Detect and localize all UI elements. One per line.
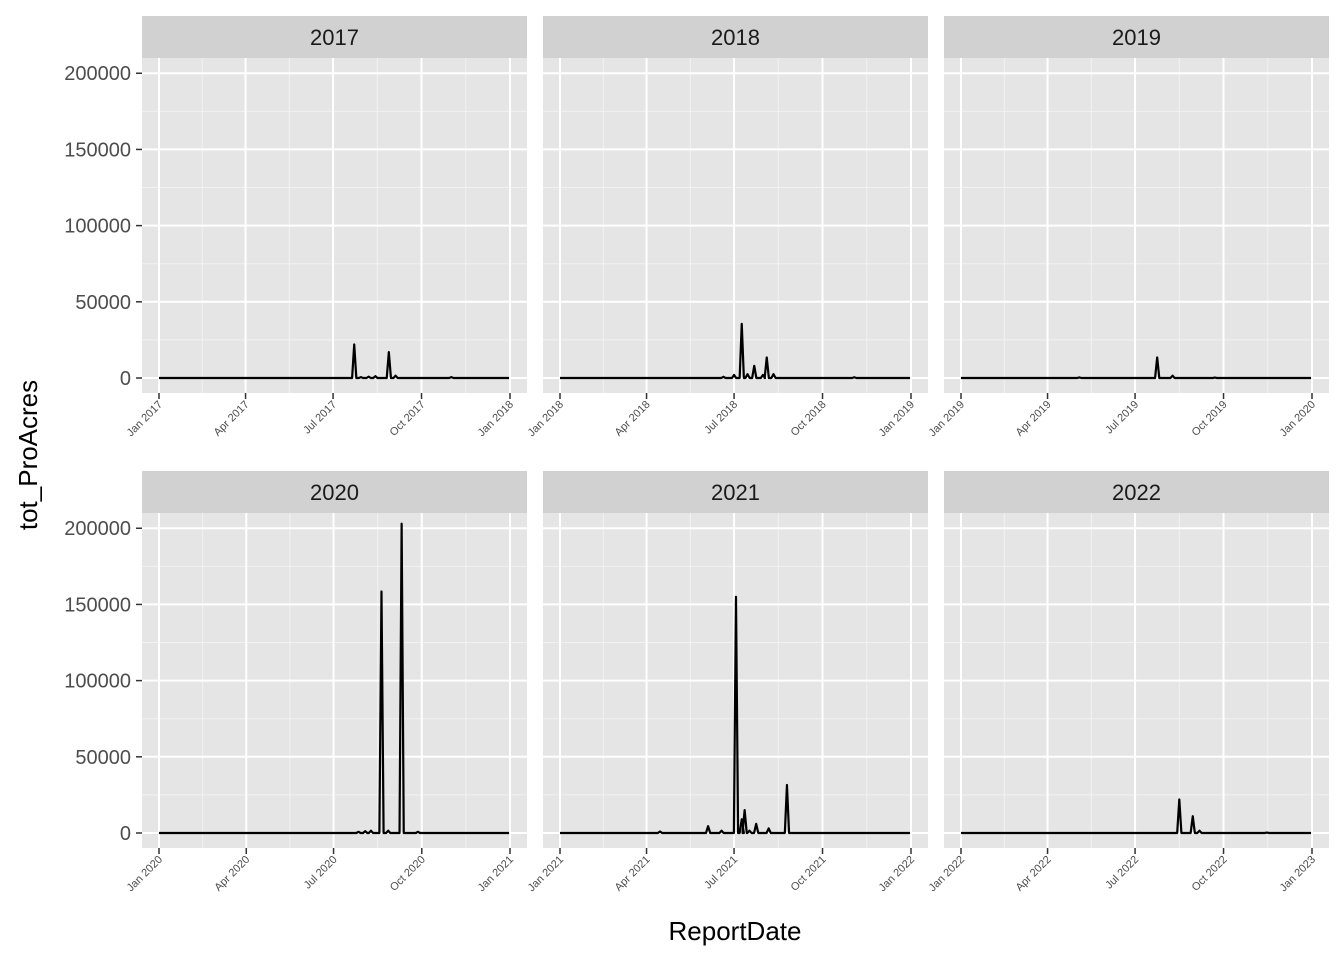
x-tick-label: Jan 2018: [526, 399, 566, 439]
facet-panel-2020: 2020 0 50000 100000 150000 200000 Jan 2020 Apr …: [64, 471, 527, 894]
x-tick-label: Jan 2020: [125, 854, 165, 894]
facet-strip: [142, 471, 527, 513]
facet-panel-2021: 2021 Jan 2021 Apr 2021 Jul 2021 Oct 2021 Jan …: [526, 471, 928, 894]
x-tick-label: Jan 2022: [877, 854, 917, 894]
x-tick-label: Jul 2022: [1103, 854, 1141, 892]
x-tick-label: Apr 2021: [613, 854, 653, 894]
x-tick-label: Jan 2020: [1278, 399, 1318, 439]
x-axis-title: ReportDate: [669, 916, 802, 946]
facet-panel-2017: 2017 0 50000 100000 150000 200000 Jan 2017 Apr …: [64, 16, 527, 439]
series-line: [560, 322, 911, 380]
x-tick-label: Jan 2019: [877, 399, 917, 439]
series-line: [961, 356, 1312, 380]
x-tick-label: Apr 2019: [1014, 399, 1054, 439]
x-tick-label: Jul 2019: [1103, 399, 1141, 437]
facet-strip-label: 2021: [711, 480, 760, 505]
x-tick-label: Oct 2019: [1190, 399, 1230, 439]
y-axis-title: tot_ProAcres: [13, 380, 43, 530]
x-tick-label: Jan 2019: [927, 399, 967, 439]
x-tick-label: Jan 2021: [526, 854, 566, 894]
x-tick-label: Oct 2020: [388, 854, 428, 894]
y-tick-label: 100000: [64, 216, 131, 238]
series-line: [961, 798, 1312, 835]
facet-strip-label: 2018: [711, 25, 760, 50]
x-tick-label: Apr 2020: [212, 854, 252, 894]
x-tick-label: Jul 2017: [301, 399, 339, 437]
facet-strip-label: 2017: [310, 25, 359, 50]
x-tick-label: Oct 2022: [1190, 854, 1230, 894]
facet-strip: [543, 471, 928, 513]
facet-strip: [543, 16, 928, 58]
series-line: [159, 343, 510, 380]
x-tick-label: Jul 2021: [702, 854, 740, 892]
x-tick-label: Oct 2018: [789, 399, 829, 439]
facet-strip: [944, 16, 1329, 58]
y-tick-label: 150000: [64, 139, 131, 161]
facet-panel-2018: 2018 Jan 2018 Apr 2018 Jul 2018 Oct 2018 Jan …: [526, 16, 928, 439]
y-tick-label: 0: [120, 823, 131, 845]
series-line: [159, 522, 510, 835]
x-tick-label: Jan 2018: [476, 399, 516, 439]
x-tick-label: Jan 2021: [476, 854, 516, 894]
facet-panel-2022: 2022 Jan 2022 Apr 2022 Jul 2022 Oct 2022 Jan …: [927, 471, 1329, 894]
x-tick-label: Apr 2017: [212, 399, 252, 439]
x-tick-label: Apr 2018: [613, 399, 653, 439]
y-tick-label: 100000: [64, 671, 131, 693]
y-tick-label: 0: [120, 368, 131, 390]
facet-panel-2019: 2019 Jan 2019 Apr 2019 Jul 2019 Oct 2019 Jan …: [927, 16, 1329, 439]
x-tick-label: Jan 2022: [927, 854, 967, 894]
x-tick-label: Jan 2023: [1278, 854, 1318, 894]
y-tick-label: 50000: [75, 292, 131, 314]
facet-strip-label: 2022: [1112, 480, 1161, 505]
series-line: [560, 595, 911, 835]
x-tick-label: Jan 2017: [125, 399, 165, 439]
facet-strip: [944, 471, 1329, 513]
y-tick-label: 150000: [64, 594, 131, 616]
facet-strip: [142, 16, 527, 58]
facet-panels: 2017 0 50000 100000 150000 200000 Jan 2017 Apr …: [64, 16, 1329, 894]
x-tick-label: Apr 2022: [1014, 854, 1054, 894]
y-tick-label: 200000: [64, 63, 131, 85]
x-tick-label: Oct 2021: [789, 854, 829, 894]
x-tick-label: Jul 2020: [302, 854, 340, 892]
x-tick-label: Jul 2018: [702, 399, 740, 437]
y-tick-label: 200000: [64, 518, 131, 540]
facet-strip-label: 2019: [1112, 25, 1161, 50]
x-tick-label: Oct 2017: [388, 399, 428, 439]
facet-strip-label: 2020: [310, 480, 359, 505]
y-tick-label: 50000: [75, 747, 131, 769]
